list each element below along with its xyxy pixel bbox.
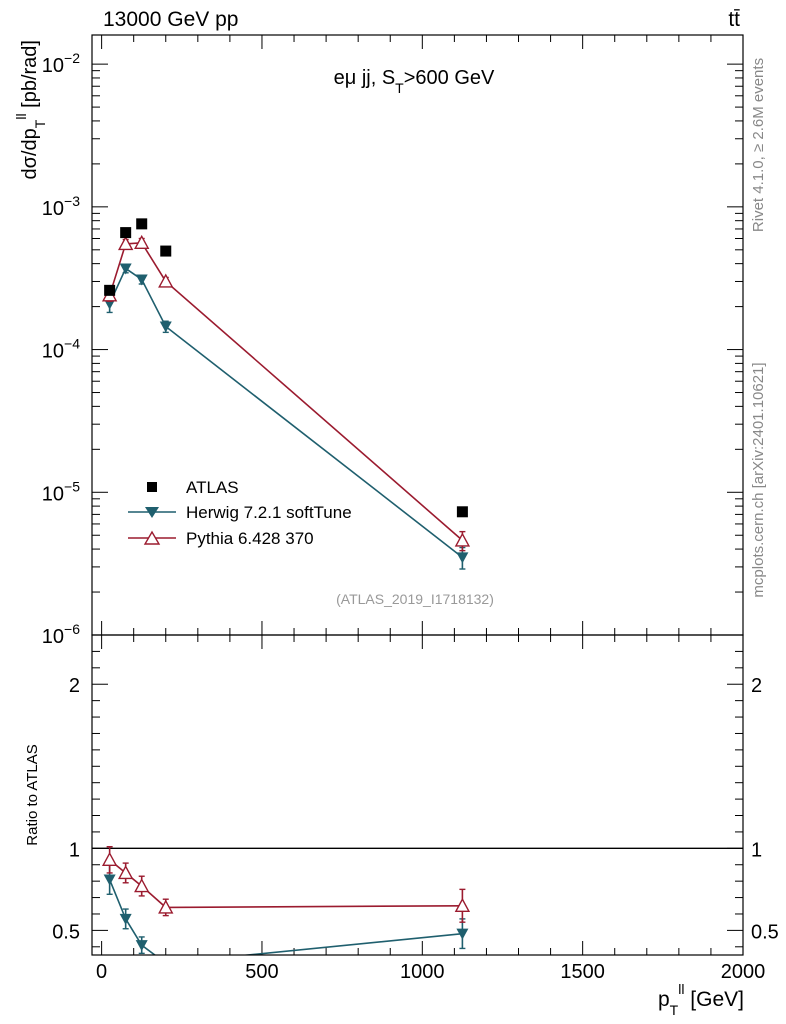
data-point-triangle-up-open: [117, 235, 134, 251]
ratio-y-tick-label-left: 1: [69, 839, 80, 861]
legend: ATLAS Herwig 7.2.1 softTune Pythia 6.428…: [128, 478, 352, 548]
y-tick-label: 10−3: [42, 193, 80, 220]
data-point-triangle-down: [119, 913, 132, 925]
data-point-triangle-up-open: [454, 897, 471, 912]
ratio-y-tick-label-right: 1: [751, 839, 762, 861]
data-point-triangle-up-open: [117, 864, 134, 880]
legend-atlas-label: ATLAS: [186, 478, 239, 497]
data-point-square: [104, 284, 116, 296]
legend-herwig-label: Herwig 7.2.1 softTune: [186, 503, 352, 522]
data-point-square: [456, 506, 468, 518]
x-tick-label: 500: [245, 961, 278, 983]
main-y-tick-labels: 10−6 10−5 10−4 10−3 10−2: [42, 50, 80, 648]
beam-energy-label: 13000 GeV pp: [103, 8, 238, 31]
data-point-triangle-down: [159, 321, 172, 333]
ratio-axis-ticks: [92, 635, 744, 955]
series-line-triangle-up-open: [109, 859, 463, 909]
ratio-y-tick-label-right: 0.5: [751, 921, 779, 943]
data-point-triangle-down: [456, 552, 469, 564]
x-tick-label: 0: [96, 961, 107, 983]
data-point-square: [160, 245, 172, 257]
data-point-triangle-up-open: [101, 851, 118, 867]
legend-pythia-marker: [143, 530, 161, 545]
data-point-triangle-up-open: [158, 273, 174, 288]
legend-pythia-label: Pythia 6.428 370: [186, 529, 314, 548]
main-y-axis-label: dσ/dpTll [pb/rad]: [13, 40, 48, 179]
analysis-id-label: (ATLAS_2019_I1718132): [336, 591, 494, 607]
ratio-y-tick-label-left: 2: [69, 675, 80, 697]
data-point-square: [136, 218, 148, 230]
ratio-panel: 0.5 0.5 1 1 2 2 0 500 1000 1500 2000 Ratio to ATL…: [24, 634, 779, 1018]
main-axis-ticks: [92, 35, 744, 636]
ratio-y-tick-label-right: 2: [751, 675, 762, 697]
data-point-triangle-down: [135, 940, 148, 952]
x-tick-label: 1000: [400, 961, 445, 983]
main-panel: 10−6 10−5 10−4 10−3 10−2 eμ jj, ST>600 GeV (…: [13, 34, 744, 648]
plot-title: eμ jj, ST>600 GeV: [334, 67, 495, 96]
ratio-y-axis-label: Ratio to ATLAS: [24, 744, 41, 845]
data-point-triangle-down: [456, 928, 469, 940]
legend-entry-pythia: Pythia 6.428 370: [128, 529, 314, 548]
ratio-x-tick-labels: 0 500 1000 1500 2000: [96, 961, 765, 983]
legend-atlas-marker: [147, 482, 157, 492]
data-point-triangle-up-open: [134, 878, 150, 893]
ratio-y-tick-labels: 0.5 0.5 1 1 2 2: [52, 675, 779, 943]
data-point-square: [120, 227, 132, 239]
mcplots-reference-label: mcplots.cern.ch [arXiv:2401.10621]: [750, 362, 767, 597]
x-tick-label: 2000: [721, 961, 766, 983]
y-tick-label: 10−4: [42, 336, 80, 363]
x-tick-label: 1500: [560, 961, 605, 983]
data-point-triangle-up-open: [158, 899, 174, 914]
data-point-triangle-down: [160, 958, 172, 969]
ratio-y-tick-label-left: 0.5: [52, 921, 80, 943]
legend-entry-atlas: ATLAS: [147, 478, 239, 497]
y-tick-label: 10−2: [42, 50, 80, 77]
legend-entry-herwig: Herwig 7.2.1 softTune: [128, 503, 352, 522]
x-axis-label: pTll [GeV]: [658, 981, 744, 1018]
series-line-triangle-down: [108, 879, 463, 955]
data-point-triangle-down: [119, 263, 132, 275]
rivet-version-label: Rivet 4.1.0, ≥ 2.6M events: [750, 58, 767, 232]
y-tick-label: 10−6: [42, 621, 80, 648]
process-label: tt̄: [728, 8, 740, 31]
ratio-data-marks: [92, 845, 743, 969]
data-point-triangle-up-open: [134, 234, 150, 249]
main-data-marks: [101, 218, 471, 570]
data-point-triangle-down: [135, 274, 148, 286]
legend-herwig-marker: [145, 507, 159, 518]
data-point-triangle-down: [103, 874, 116, 886]
data-point-triangle-up-open: [454, 532, 471, 547]
ratio-plot-frame: [91, 634, 744, 956]
y-tick-label: 10−5: [42, 478, 80, 505]
